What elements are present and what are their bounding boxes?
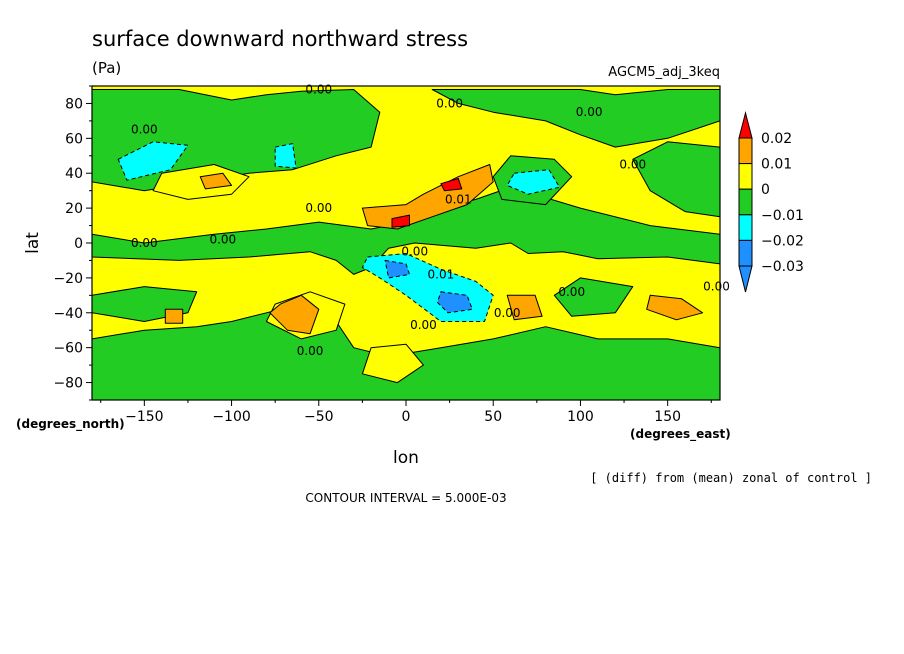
colorbar-top-arrow (738, 111, 753, 139)
y-axis-label: lat (23, 232, 43, 254)
plot-area (92, 86, 720, 400)
x-tick-label-2: −50 (304, 409, 334, 425)
y-tick-label-7: 60 (65, 131, 83, 147)
contour-region-cyan-13 (506, 169, 560, 195)
contour-region-orange-17 (199, 172, 233, 190)
colorbar-bottom-arrow (738, 265, 753, 293)
contour-region-cyan-12 (274, 143, 297, 169)
contour-label-4: 0.00 (305, 82, 332, 96)
x-axis-label: lon (393, 448, 419, 468)
contour-label-10: 0.00 (410, 318, 437, 332)
contour-region-green-4 (632, 141, 720, 218)
x-unit-label: (degrees_east) (630, 427, 731, 442)
colorbar-label-4: −0.02 (761, 233, 804, 249)
contour-region-green-2 (431, 89, 720, 148)
contour-label-0: 0.00 (297, 344, 324, 358)
contour-label-1: 0.00 (131, 236, 158, 250)
chart-title: surface downward northward stress (92, 27, 468, 51)
contour-label-14: 0.01 (445, 192, 472, 206)
y-tick-label-1: −60 (53, 341, 83, 357)
contour-label-6: 0.00 (576, 105, 603, 119)
units-label: (Pa) (92, 59, 121, 77)
contour-region-orange-20 (164, 308, 184, 324)
x-tick-label-1: −100 (212, 409, 250, 425)
x-tick-label-5: 100 (567, 409, 594, 425)
contour-region-yellow-8 (152, 164, 250, 200)
x-axis: −150 −100 −50 0 50 100 150 (100, 400, 712, 425)
x-tick-label-6: 150 (654, 409, 681, 425)
colorbar-label-5: −0.03 (761, 259, 804, 275)
contour-label-8: 0.00 (305, 201, 332, 215)
y-tick-label-6: 40 (65, 166, 83, 182)
y-tick-label-2: −40 (53, 306, 83, 322)
y-tick-label-8: 80 (65, 96, 83, 112)
colorbar-label-0: 0.02 (761, 131, 792, 147)
y-tick-label-3: −20 (53, 271, 83, 287)
x-tick-label-0: −150 (125, 409, 163, 425)
colorbar-segment-2 (738, 188, 753, 216)
contour-region-orange-21 (506, 294, 543, 321)
contour-fills (92, 89, 720, 400)
contour-label-5: 0.00 (436, 96, 463, 110)
colorbar-label-2: 0 (761, 182, 770, 198)
note-label: [ (diff) from (mean) zonal of control ] (590, 471, 872, 485)
contour-label-7: 0.00 (619, 158, 646, 172)
contour-label-13: 0.00 (703, 280, 730, 294)
contour-label-15: 0.01 (428, 267, 455, 281)
colorbar-segment-1 (738, 163, 753, 190)
colorbar-label-1: 0.01 (761, 157, 792, 173)
contour-region-orange-18 (361, 164, 494, 230)
contour-region-orange-19 (269, 294, 320, 335)
y-axis: −80 −60 −40 −20 0 20 40 60 80 (53, 85, 92, 401)
colorbar-segment-0 (738, 137, 753, 165)
contour-label-12: 0.00 (558, 285, 585, 299)
contour-region-red-24 (440, 178, 463, 192)
x-tick-label-3: 0 (402, 409, 411, 425)
contour-region-red-23 (391, 214, 410, 228)
contour-region-green-7 (553, 277, 634, 317)
y-tick-label-4: 0 (74, 236, 83, 252)
colorbar-segment-4 (738, 239, 753, 267)
contour-region-green-0 (92, 186, 720, 275)
colorbar: 0.02 0.01 0 −0.01 −0.02 −0.03 (738, 111, 804, 293)
x-tick-label-4: 50 (484, 409, 502, 425)
contour-label-2: 0.00 (209, 233, 236, 247)
y-tick-label-0: −80 (53, 376, 83, 392)
contour-region-blue-15 (384, 259, 410, 279)
colorbar-label-3: −0.01 (761, 208, 804, 224)
dataset-label: AGCM5_adj_3keq (608, 65, 720, 80)
y-unit-label: (degrees_north) (16, 417, 125, 432)
contour-label-11: 0.00 (494, 306, 521, 320)
y-tick-label-5: 20 (65, 201, 83, 217)
contour-region-cyan-11 (117, 141, 189, 181)
contour-label-3: 0.00 (131, 123, 158, 137)
contour-region-yellow-10 (361, 343, 424, 384)
contour-interval-label: CONTOUR INTERVAL = 5.000E-03 (305, 491, 506, 505)
contour-region-orange-22 (646, 294, 704, 321)
colorbar-segment-3 (738, 214, 753, 241)
contour-region-green-5 (92, 303, 720, 400)
contour-region-blue-16 (436, 291, 473, 314)
contour-label-9: 0.00 (401, 245, 428, 259)
contour-labels: 0.00 0.00 0.00 0.00 0.00 0.00 0.00 0.00 0.00 0.00… (131, 82, 730, 358)
